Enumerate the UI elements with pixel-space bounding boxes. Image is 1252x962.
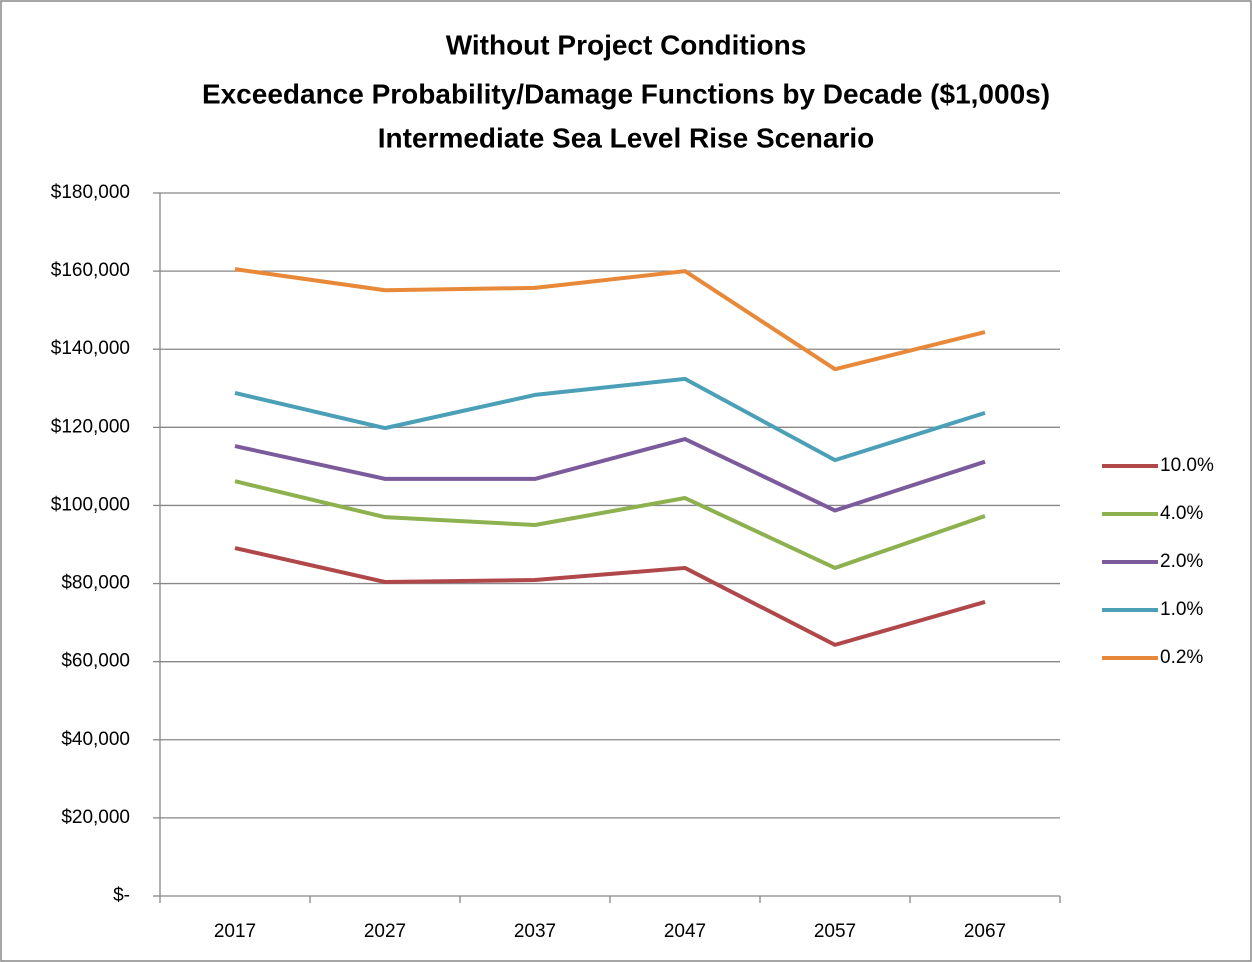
legend-label: 1.0% bbox=[1160, 599, 1203, 620]
x-tick-label: 2047 bbox=[664, 921, 706, 942]
chart-title: Exceedance Probability/Damage Functions … bbox=[202, 78, 1050, 109]
series-line bbox=[234, 376, 986, 463]
legend-label: 0.2% bbox=[1160, 647, 1203, 668]
chart-title: Intermediate Sea Level Rise Scenario bbox=[378, 122, 874, 153]
x-tick-label: 2037 bbox=[514, 921, 556, 942]
y-tick-label: $40,000 bbox=[61, 729, 130, 750]
series-line bbox=[234, 479, 986, 570]
y-tick-label: $100,000 bbox=[51, 494, 130, 515]
series-line bbox=[234, 437, 986, 513]
y-tick-label: $140,000 bbox=[51, 338, 130, 359]
legend-label: 2.0% bbox=[1160, 551, 1203, 572]
x-tick-label: 2017 bbox=[214, 921, 256, 942]
x-tick-label: 2067 bbox=[964, 921, 1006, 942]
y-tick-label: $80,000 bbox=[61, 573, 130, 594]
y-tick-label: $- bbox=[113, 885, 130, 906]
y-tick-label: $60,000 bbox=[61, 651, 130, 672]
series-line bbox=[234, 267, 986, 372]
chart-title: Without Project Conditions bbox=[446, 29, 807, 60]
y-tick-label: $120,000 bbox=[51, 416, 130, 437]
legend-label: 10.0% bbox=[1160, 455, 1214, 476]
y-tick-label: $160,000 bbox=[51, 260, 130, 281]
x-tick-label: 2057 bbox=[814, 921, 856, 942]
series-line bbox=[234, 546, 986, 647]
x-tick-label: 2027 bbox=[364, 921, 406, 942]
y-tick-label: $20,000 bbox=[61, 807, 130, 828]
y-tick-label: $180,000 bbox=[51, 182, 130, 203]
legend-label: 4.0% bbox=[1160, 503, 1203, 524]
